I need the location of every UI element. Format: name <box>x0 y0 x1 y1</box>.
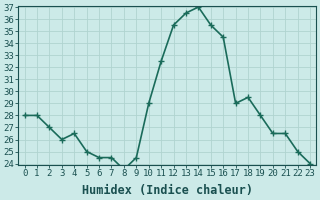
X-axis label: Humidex (Indice chaleur): Humidex (Indice chaleur) <box>82 184 253 197</box>
